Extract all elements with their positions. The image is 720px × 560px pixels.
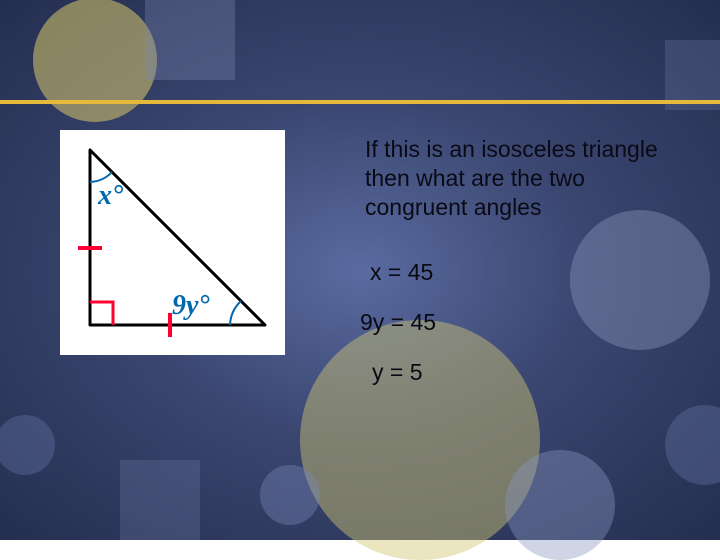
angle-label-x: x° xyxy=(98,180,123,212)
answer-line-1: x = 45 xyxy=(370,258,433,287)
answer-line-2: 9y = 45 xyxy=(360,308,436,337)
bg-circle xyxy=(260,465,320,525)
question-text: If this is an isosceles triangle then wh… xyxy=(365,135,675,221)
angle-9y-text: 9y° xyxy=(172,290,210,321)
bg-square xyxy=(120,460,200,540)
angle-label-9y: 9y° xyxy=(172,290,210,322)
bg-circle xyxy=(300,320,540,560)
triangle-figure: x° 9y° xyxy=(60,130,285,355)
slide: x° 9y° If this is an isosceles triangle … xyxy=(0,0,720,540)
bg-circle xyxy=(570,210,710,350)
bg-circle xyxy=(505,450,615,560)
bg-circle xyxy=(0,415,55,475)
angle-x-text: x° xyxy=(98,180,123,211)
bg-square xyxy=(145,0,235,80)
bg-circle xyxy=(665,405,720,485)
answer-line-3: y = 5 xyxy=(372,358,423,387)
divider-line xyxy=(0,100,720,104)
